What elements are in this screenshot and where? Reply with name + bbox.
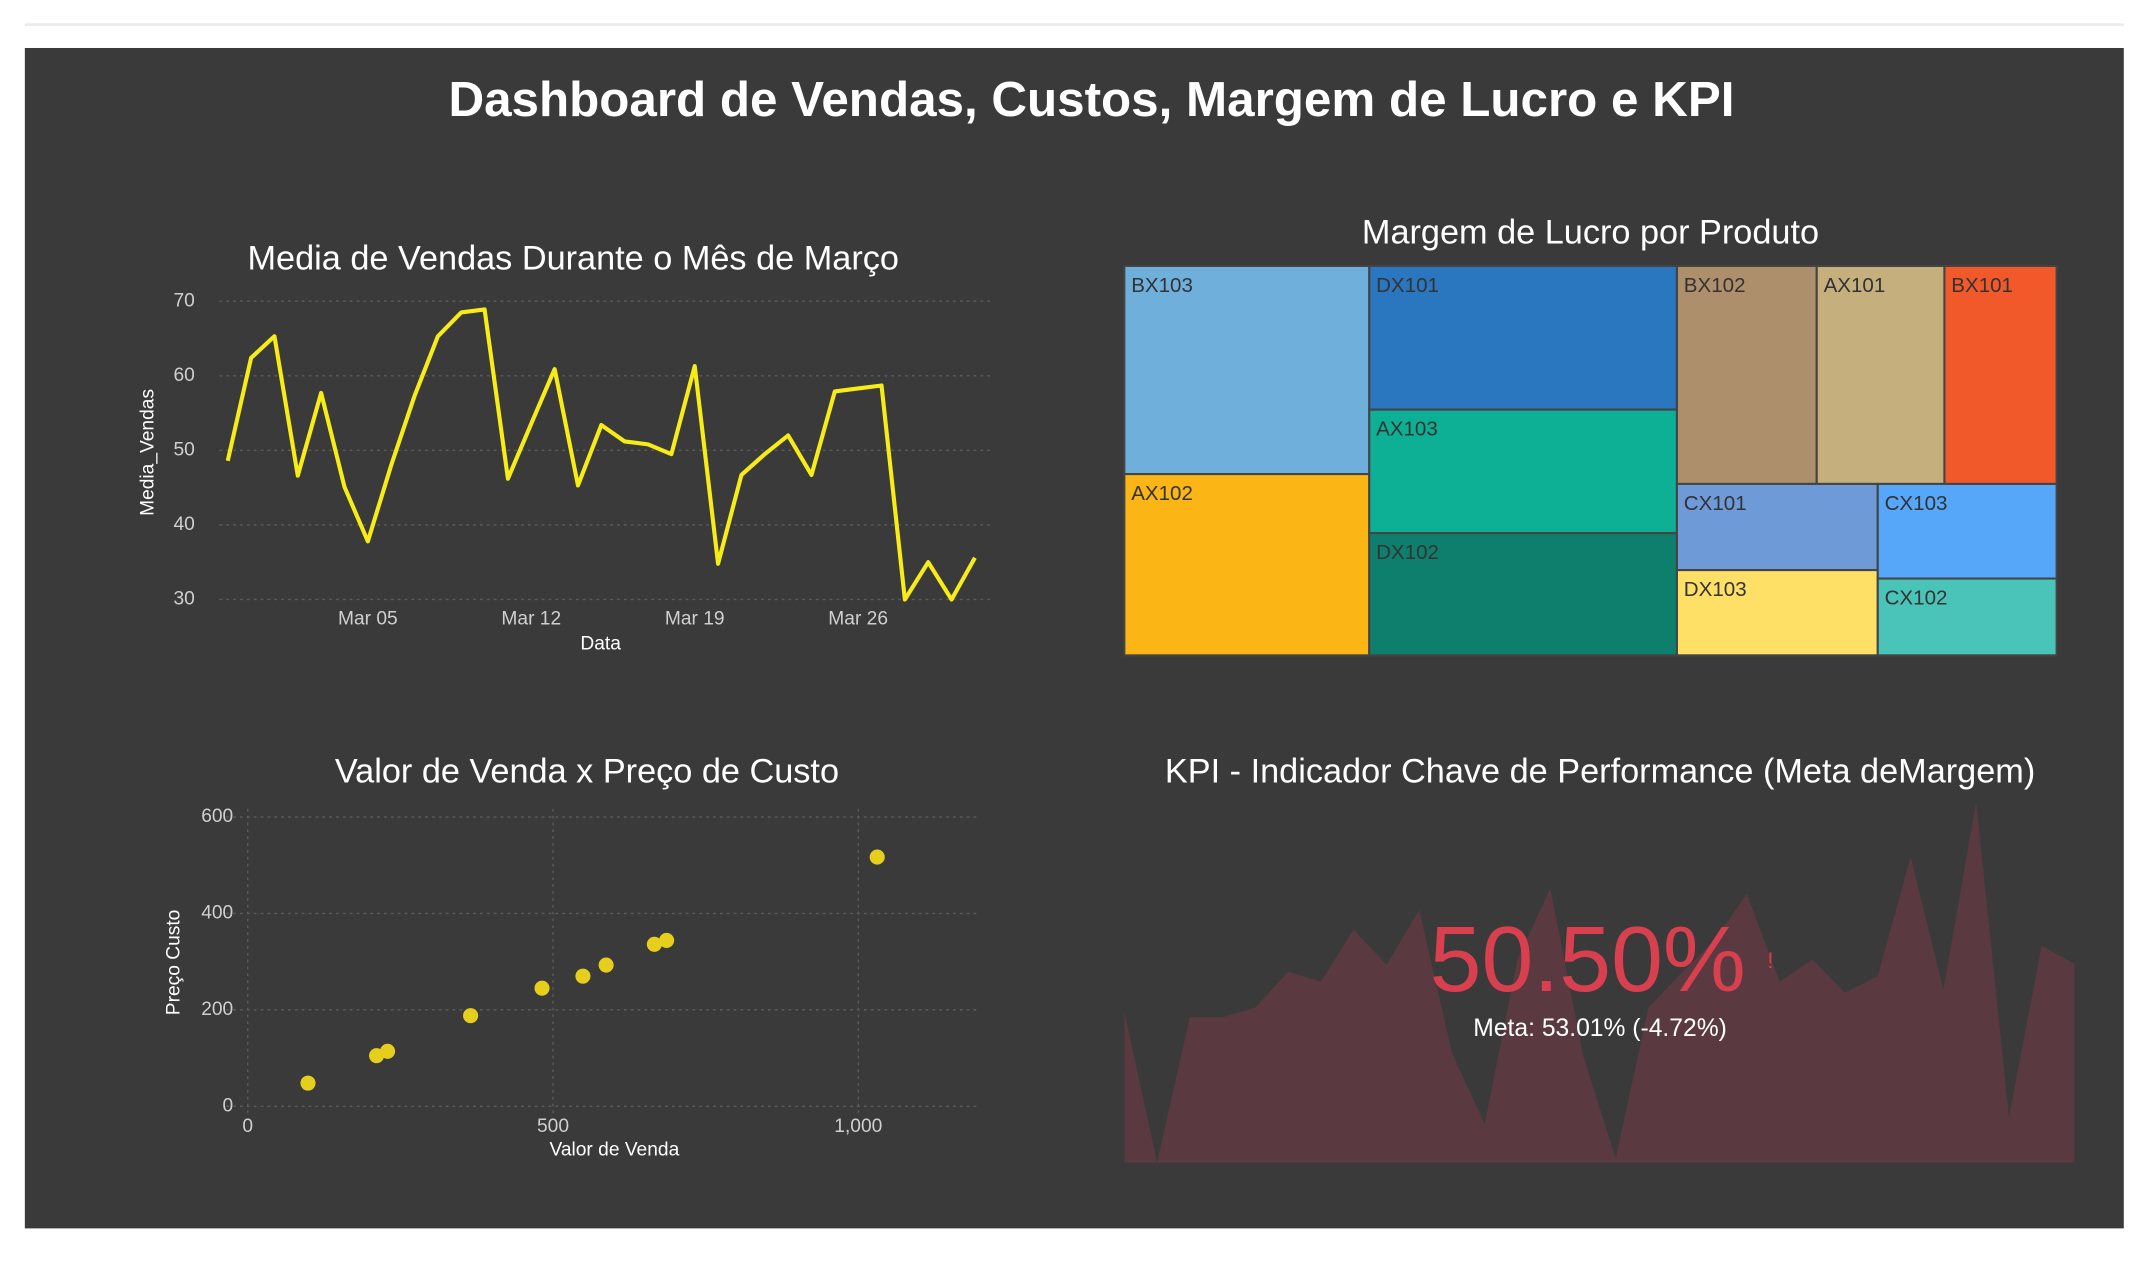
y-tick-label: 400 (201, 903, 233, 924)
treemap-tile (1368, 264, 1678, 411)
x-tick-label: Mar 26 (828, 609, 888, 630)
tile-label: BX103 (1131, 274, 1193, 297)
treemap-tile (1876, 482, 2058, 580)
y-tick-label: 70 (173, 290, 194, 311)
x-tick-label: 0 (242, 1116, 253, 1137)
tile-label: CX103 (1885, 492, 1948, 515)
y-tick-label: 60 (173, 365, 194, 386)
treemap-tile (1368, 532, 1678, 657)
tile-label: CX101 (1684, 492, 1747, 515)
treemap-tile (1675, 264, 1818, 485)
chart-title: Media de Vendas Durante o Mês de Março (248, 240, 899, 278)
dashboard-title: Dashboard de Vendas, Custos, Margem de L… (448, 72, 1734, 127)
treemap-tile (1368, 408, 1678, 535)
tile-label: AX103 (1376, 418, 1438, 441)
x-tick-label: Mar 05 (338, 609, 398, 630)
scatter-point (598, 957, 614, 973)
treemap-tile (1876, 577, 2058, 657)
scatter-point (575, 968, 591, 984)
y-axis-label: Media_Vendas (137, 389, 158, 516)
tile-label: DX102 (1376, 541, 1439, 564)
kpi-reference: Meta: 53.01% (-4.72%) (1473, 1015, 1727, 1042)
tile-label: DX101 (1376, 274, 1439, 297)
y-axis-label: Preço Custo (163, 910, 184, 1016)
scatter-point (300, 1075, 316, 1091)
scatter-point (869, 849, 885, 865)
tile-label: AX101 (1824, 274, 1886, 297)
treemap-tile (1675, 569, 1879, 657)
chart-title: Valor de Venda x Preço de Custo (335, 752, 839, 790)
tile-label: DX103 (1684, 578, 1747, 601)
kpi-area (1124, 802, 2075, 1163)
line-series (225, 307, 977, 602)
x-axis-label: Valor de Venda (549, 1139, 679, 1160)
y-tick-label: 200 (201, 999, 233, 1020)
x-tick-label: Mar 19 (665, 609, 725, 630)
treemap-tile (1675, 482, 1879, 572)
scatter-point (646, 936, 662, 952)
kpi-flag: ! (1767, 948, 1773, 973)
tile-label: CX102 (1885, 587, 1948, 610)
x-tick-label: 1,000 (834, 1116, 882, 1137)
scatter-point (659, 932, 675, 948)
y-tick-label: 30 (173, 589, 194, 610)
scatter-point (463, 1008, 479, 1024)
chart-title: Margem de Lucro por Produto (1362, 213, 1819, 251)
kpi-value: 50.50% (1430, 907, 1746, 1011)
chart-title: KPI - Indicador Chave de Performance (Me… (1165, 752, 2035, 790)
scatter-point (380, 1043, 396, 1059)
x-axis-label: Data (580, 633, 621, 654)
tile-label: BX101 (1951, 274, 2013, 297)
treemap-tile (1123, 264, 1371, 476)
scatter-point (534, 980, 550, 996)
x-tick-label: 500 (537, 1116, 569, 1137)
tile-label: BX102 (1684, 274, 1746, 297)
y-tick-label: 40 (173, 514, 194, 535)
treemap-tile (1815, 264, 1946, 485)
x-tick-label: Mar 12 (501, 609, 561, 630)
tile-label: AX102 (1131, 482, 1193, 505)
treemap-tile (1943, 264, 2058, 485)
y-tick-label: 50 (173, 439, 194, 460)
y-tick-label: 600 (201, 806, 233, 827)
